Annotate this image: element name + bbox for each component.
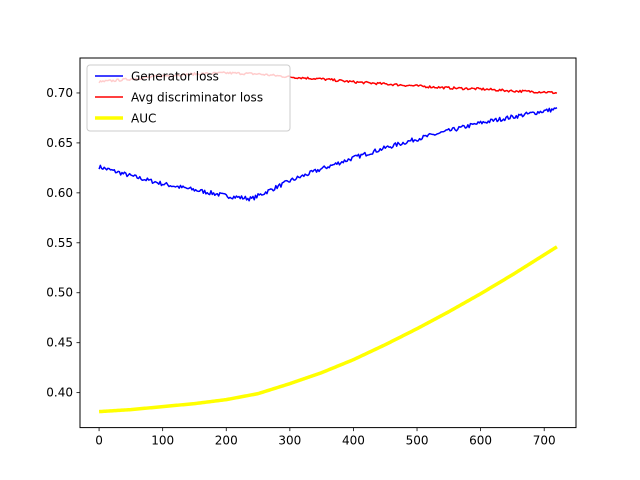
y-axis: 0.40 0.45 0.50 0.55 0.60 0.65 0.70 [46, 86, 80, 400]
y-tick-label: 0.45 [46, 336, 73, 350]
legend-label-generator-loss: Generator loss [131, 70, 219, 84]
legend: Generator loss Avg discriminator loss AU… [86, 64, 291, 132]
y-tick-label: 0.70 [46, 86, 73, 100]
legend-box [86, 64, 291, 132]
x-tick-label: 200 [215, 434, 238, 448]
x-tick-label: 500 [406, 434, 429, 448]
x-tick-label: 400 [342, 434, 365, 448]
y-tick-label: 0.50 [46, 286, 73, 300]
y-tick-label: 0.55 [46, 236, 73, 250]
y-tick-label: 0.65 [46, 136, 73, 150]
y-tick-label: 0.40 [46, 386, 73, 400]
legend-label-avg-discriminator-loss: Avg discriminator loss [131, 91, 263, 105]
x-tick-label: 600 [469, 434, 492, 448]
x-tick-label: 0 [95, 434, 103, 448]
x-tick-label: 700 [533, 434, 556, 448]
series-line-auc [98, 245, 558, 414]
x-tick-label: 100 [151, 434, 174, 448]
series-line-generator-loss [98, 106, 558, 202]
x-axis: 0 100 200 300 400 500 600 700 [95, 427, 556, 448]
legend-label-auc: AUC [131, 112, 156, 126]
y-tick-label: 0.60 [46, 186, 73, 200]
x-tick-label: 300 [278, 434, 301, 448]
